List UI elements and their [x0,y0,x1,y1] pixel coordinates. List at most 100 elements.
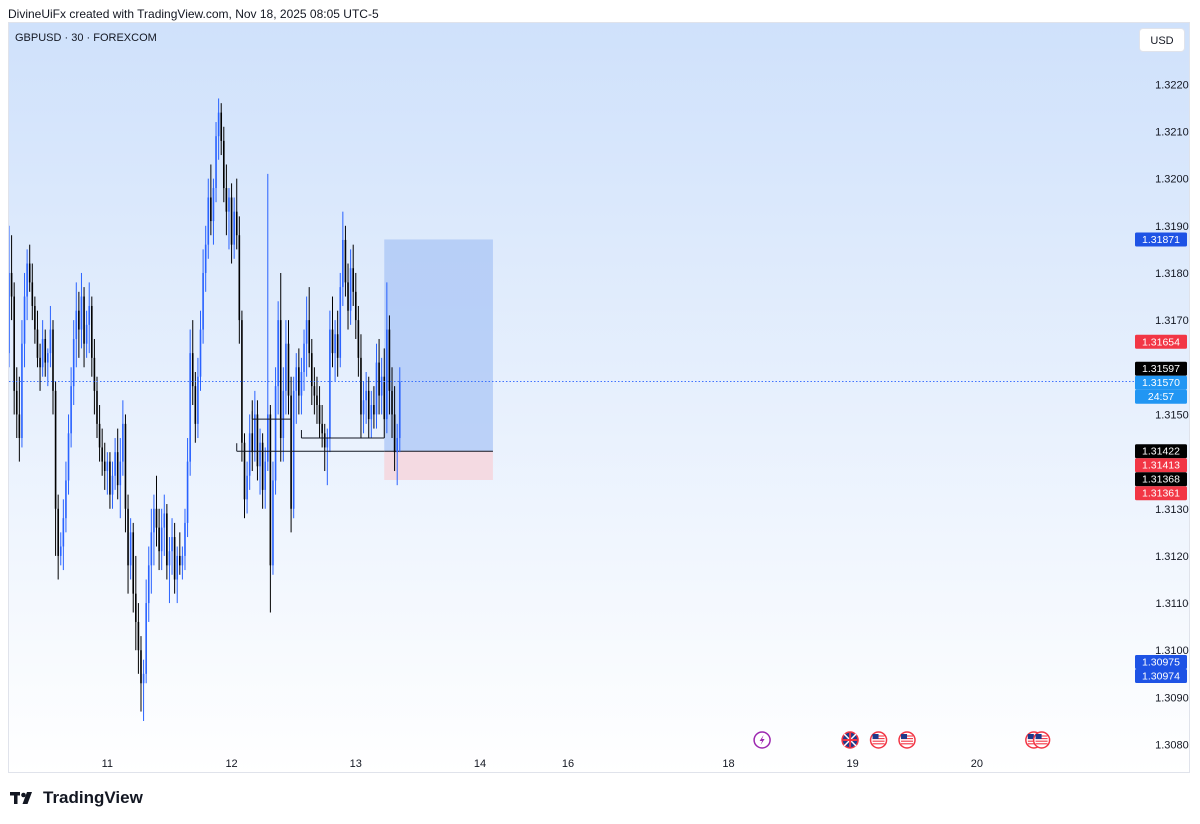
candle [186,438,189,538]
price-tag: 1.30975 [1135,655,1187,670]
candle-body [41,338,44,368]
candle-body [305,320,308,344]
y-tick-label: 1.30800 [1155,740,1190,752]
candle [378,338,380,415]
candle [65,461,67,533]
candle-body [323,433,326,448]
candle [222,126,225,203]
candle-body [65,480,67,519]
candle-body [210,197,212,222]
candle-body [235,211,238,236]
candle-body [228,197,230,212]
candle-body [44,338,47,363]
candle-body [83,296,85,344]
candle-body [398,381,401,439]
price-tag: 1.31361 [1135,486,1187,501]
candle-body [52,329,54,391]
candle-body [186,461,189,523]
candle [13,282,15,415]
candle [248,414,251,490]
candle-body [119,461,122,486]
candle-body [238,235,241,321]
candle [349,249,352,325]
candle-body [251,433,254,453]
candle-body [287,343,290,396]
candle-body [331,329,334,354]
tradingview-logo[interactable]: TradingView [10,788,143,808]
candle [160,508,163,571]
candle [168,537,171,604]
candle-body [207,197,210,245]
candle-body [109,461,111,495]
candle-body [222,140,225,189]
candle-body [153,508,155,533]
price-chart[interactable]: 1.32200 1.32100 1.32000 1.31900 1.31800 1.317… [9,23,1190,773]
candle [106,452,109,495]
candle-body [282,390,285,439]
price-tag-text: 1.31871 [1142,234,1180,246]
us-flag-icon [898,731,916,749]
candle [362,381,365,434]
candle [282,367,285,462]
candle [207,178,210,259]
candle [34,296,36,344]
candle [91,296,93,377]
attribution-text: DivineUiFx created with TradingView.com,… [8,7,379,21]
candle-body [225,188,228,212]
candle-body [347,282,349,311]
candle-body [140,650,142,684]
attribution-bar: DivineUiFx created with TradingView.com,… [0,0,1200,24]
candle-body [67,433,70,481]
candle [147,546,150,622]
candle-body [184,522,186,556]
candle-body [215,136,217,189]
candle [318,386,321,439]
candle-body [295,367,298,391]
candle-body [129,532,132,566]
candle-body [256,414,259,467]
y-tick-label: 1.31900 [1155,221,1190,233]
candle-body [106,461,109,472]
price-tag-text: 1.31570 [1142,377,1180,389]
candle-body [378,362,380,396]
chart-pane[interactable]: 1.32200 1.32100 1.32000 1.31900 1.31800 1.317… [8,22,1190,773]
candle [10,235,13,321]
price-tag-box [1135,334,1187,349]
x-tick-label: 18 [722,758,734,770]
symbol-title[interactable]: GBPUSD · 30 · FOREXCOM [15,32,157,44]
candle [122,400,124,476]
candle-body [233,211,235,245]
x-tick-label: 13 [350,758,362,770]
candle [85,310,88,358]
price-tag-text: 1.30974 [1142,671,1180,683]
candle [305,296,308,377]
flag-canton [901,734,908,739]
candle-body [274,386,277,481]
x-tick-label: 11 [102,758,113,770]
x-tick-label: 16 [562,758,574,770]
candle [370,390,373,439]
candle-body [135,593,137,622]
candle [217,98,220,160]
candle [354,272,357,339]
target-zone [384,239,493,452]
candle [316,376,318,424]
candle-body [28,263,31,283]
candle [259,428,261,495]
x-tick-label: 12 [225,758,237,770]
candle [313,367,316,415]
flag-canton [1027,734,1034,739]
candle [321,405,323,448]
candle-body [290,395,292,509]
price-tag-box [1135,361,1187,376]
candle-body [114,452,116,476]
price-tag-text: 1.30975 [1142,657,1180,669]
candle [96,376,98,439]
candle-body [383,376,386,420]
currency-button[interactable]: USD [1139,28,1185,52]
y-tick-label: 1.31300 [1155,504,1190,516]
candle [352,244,355,306]
candle [396,423,398,486]
candle-body [116,452,119,486]
candle [386,282,388,434]
